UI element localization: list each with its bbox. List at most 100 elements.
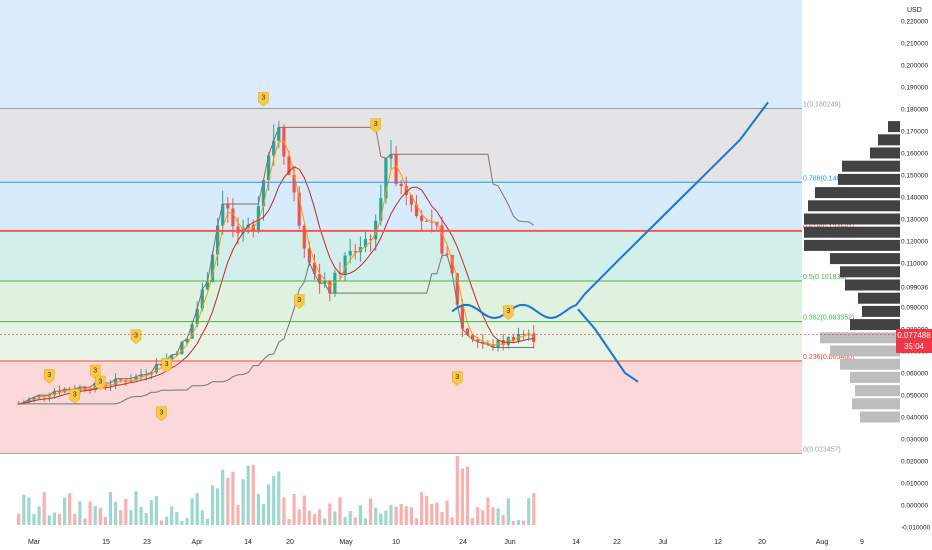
signal-marker-icon bbox=[95, 375, 106, 391]
volume-bar bbox=[404, 506, 408, 525]
volume-bar bbox=[57, 514, 62, 525]
volume-bar bbox=[27, 497, 31, 525]
volume-bar bbox=[465, 466, 470, 525]
volume-profile-bar bbox=[850, 371, 900, 383]
volume-bar bbox=[527, 498, 531, 525]
volume-bar bbox=[384, 510, 388, 525]
volume-bar bbox=[333, 511, 337, 525]
candle-body bbox=[389, 154, 393, 159]
candle-body bbox=[297, 192, 301, 226]
volume-bar bbox=[180, 520, 184, 525]
signal-marker-label: 3 bbox=[262, 95, 266, 102]
candle-body bbox=[455, 273, 459, 305]
price-tick-label: 0.030000 bbox=[901, 437, 928, 444]
candle-body bbox=[57, 391, 62, 393]
channel-lower-line bbox=[18, 254, 534, 405]
volume-bar bbox=[414, 518, 419, 525]
volume-profile-bar bbox=[855, 385, 900, 397]
candle-body bbox=[440, 225, 444, 254]
candle-body bbox=[195, 308, 199, 325]
volume-profile-bar bbox=[815, 187, 900, 199]
candle-body bbox=[231, 208, 235, 227]
volume-bar bbox=[221, 469, 225, 525]
volume-bar bbox=[297, 509, 301, 525]
volume-bars bbox=[17, 456, 536, 525]
fib-label: 0.5(0.101833) bbox=[803, 274, 847, 281]
volume-profile-bar bbox=[808, 200, 900, 212]
volume-bar bbox=[379, 513, 383, 525]
volume-bar bbox=[272, 475, 276, 525]
volume-bar bbox=[430, 503, 434, 525]
volume-bar bbox=[409, 507, 413, 525]
volume-bar bbox=[460, 468, 464, 525]
signal-marker-icon bbox=[293, 294, 305, 309]
fib-label: 0.786(0.146695) bbox=[803, 175, 854, 182]
signal-marker-icon bbox=[44, 369, 55, 384]
candle-body bbox=[114, 378, 118, 385]
volume-bar bbox=[491, 507, 495, 525]
volume-profile-bar bbox=[804, 226, 900, 238]
volume-bar bbox=[338, 497, 342, 525]
volume-bar bbox=[165, 516, 169, 525]
volume-profile-bar bbox=[862, 305, 900, 317]
volume-profile-bar bbox=[888, 121, 900, 133]
candle-body bbox=[465, 328, 470, 335]
volume-profile-bar bbox=[858, 292, 900, 304]
current-price-label: 0.077488 bbox=[897, 331, 931, 340]
candle-body bbox=[200, 289, 204, 309]
time-tick-label: Mar bbox=[28, 539, 41, 546]
signal-marker-label: 3 bbox=[73, 392, 77, 399]
volume-bar bbox=[455, 456, 459, 525]
volume-bar bbox=[37, 506, 41, 525]
signal-marker-icon bbox=[69, 388, 81, 404]
volume-bar bbox=[124, 498, 128, 525]
candle-body bbox=[93, 382, 97, 390]
volume-profile-bar bbox=[804, 239, 900, 251]
price-tick-label: 0.160000 bbox=[901, 151, 928, 158]
volume-bar bbox=[261, 504, 266, 525]
volume-profile-bar bbox=[838, 173, 900, 185]
signal-marker-icon bbox=[161, 358, 172, 373]
volume-profile-bar bbox=[870, 147, 900, 159]
volume-bar bbox=[506, 498, 510, 525]
signal-marker-icon bbox=[503, 305, 514, 320]
volume-bar bbox=[78, 501, 82, 525]
candle-body bbox=[379, 198, 383, 221]
volume-profile-bar bbox=[878, 134, 900, 146]
price-tick-label: -0.010000 bbox=[901, 525, 931, 532]
signal-marker-label: 3 bbox=[160, 409, 164, 416]
ma-slow-line bbox=[18, 166, 534, 405]
candle-body bbox=[369, 239, 373, 241]
candle-body bbox=[292, 174, 296, 193]
price-tick-label: 0.050000 bbox=[901, 393, 928, 400]
volume-bar bbox=[348, 510, 352, 525]
volume-bar bbox=[532, 493, 536, 525]
volume-profile-bar bbox=[860, 411, 900, 423]
volume-bar bbox=[318, 509, 322, 525]
volume-bar bbox=[93, 506, 97, 525]
zone-grey bbox=[0, 108, 802, 183]
candle-body bbox=[328, 281, 332, 294]
volume-bar bbox=[83, 518, 87, 525]
signal-marker-label: 3 bbox=[93, 368, 97, 375]
candle-body bbox=[267, 155, 271, 181]
price-tick-label: 0.020000 bbox=[901, 459, 928, 466]
candle-body bbox=[277, 127, 281, 141]
time-tick-label: 12 bbox=[714, 539, 722, 546]
volume-bar bbox=[139, 506, 143, 525]
volume-bar bbox=[511, 520, 515, 525]
volume-bar bbox=[399, 503, 403, 525]
volume-bar bbox=[287, 519, 291, 525]
volume-bar bbox=[68, 493, 72, 525]
time-tick-label: 15 bbox=[102, 539, 110, 546]
volume-bar bbox=[445, 500, 449, 525]
candle-body bbox=[32, 397, 36, 400]
candle-body bbox=[353, 251, 357, 253]
volume-bar bbox=[267, 484, 271, 525]
signal-marker-label: 3 bbox=[98, 379, 102, 386]
volume-bar bbox=[420, 492, 424, 525]
current-price-badge: 0.077488 35:04 bbox=[896, 329, 932, 353]
volume-bar bbox=[307, 510, 311, 525]
